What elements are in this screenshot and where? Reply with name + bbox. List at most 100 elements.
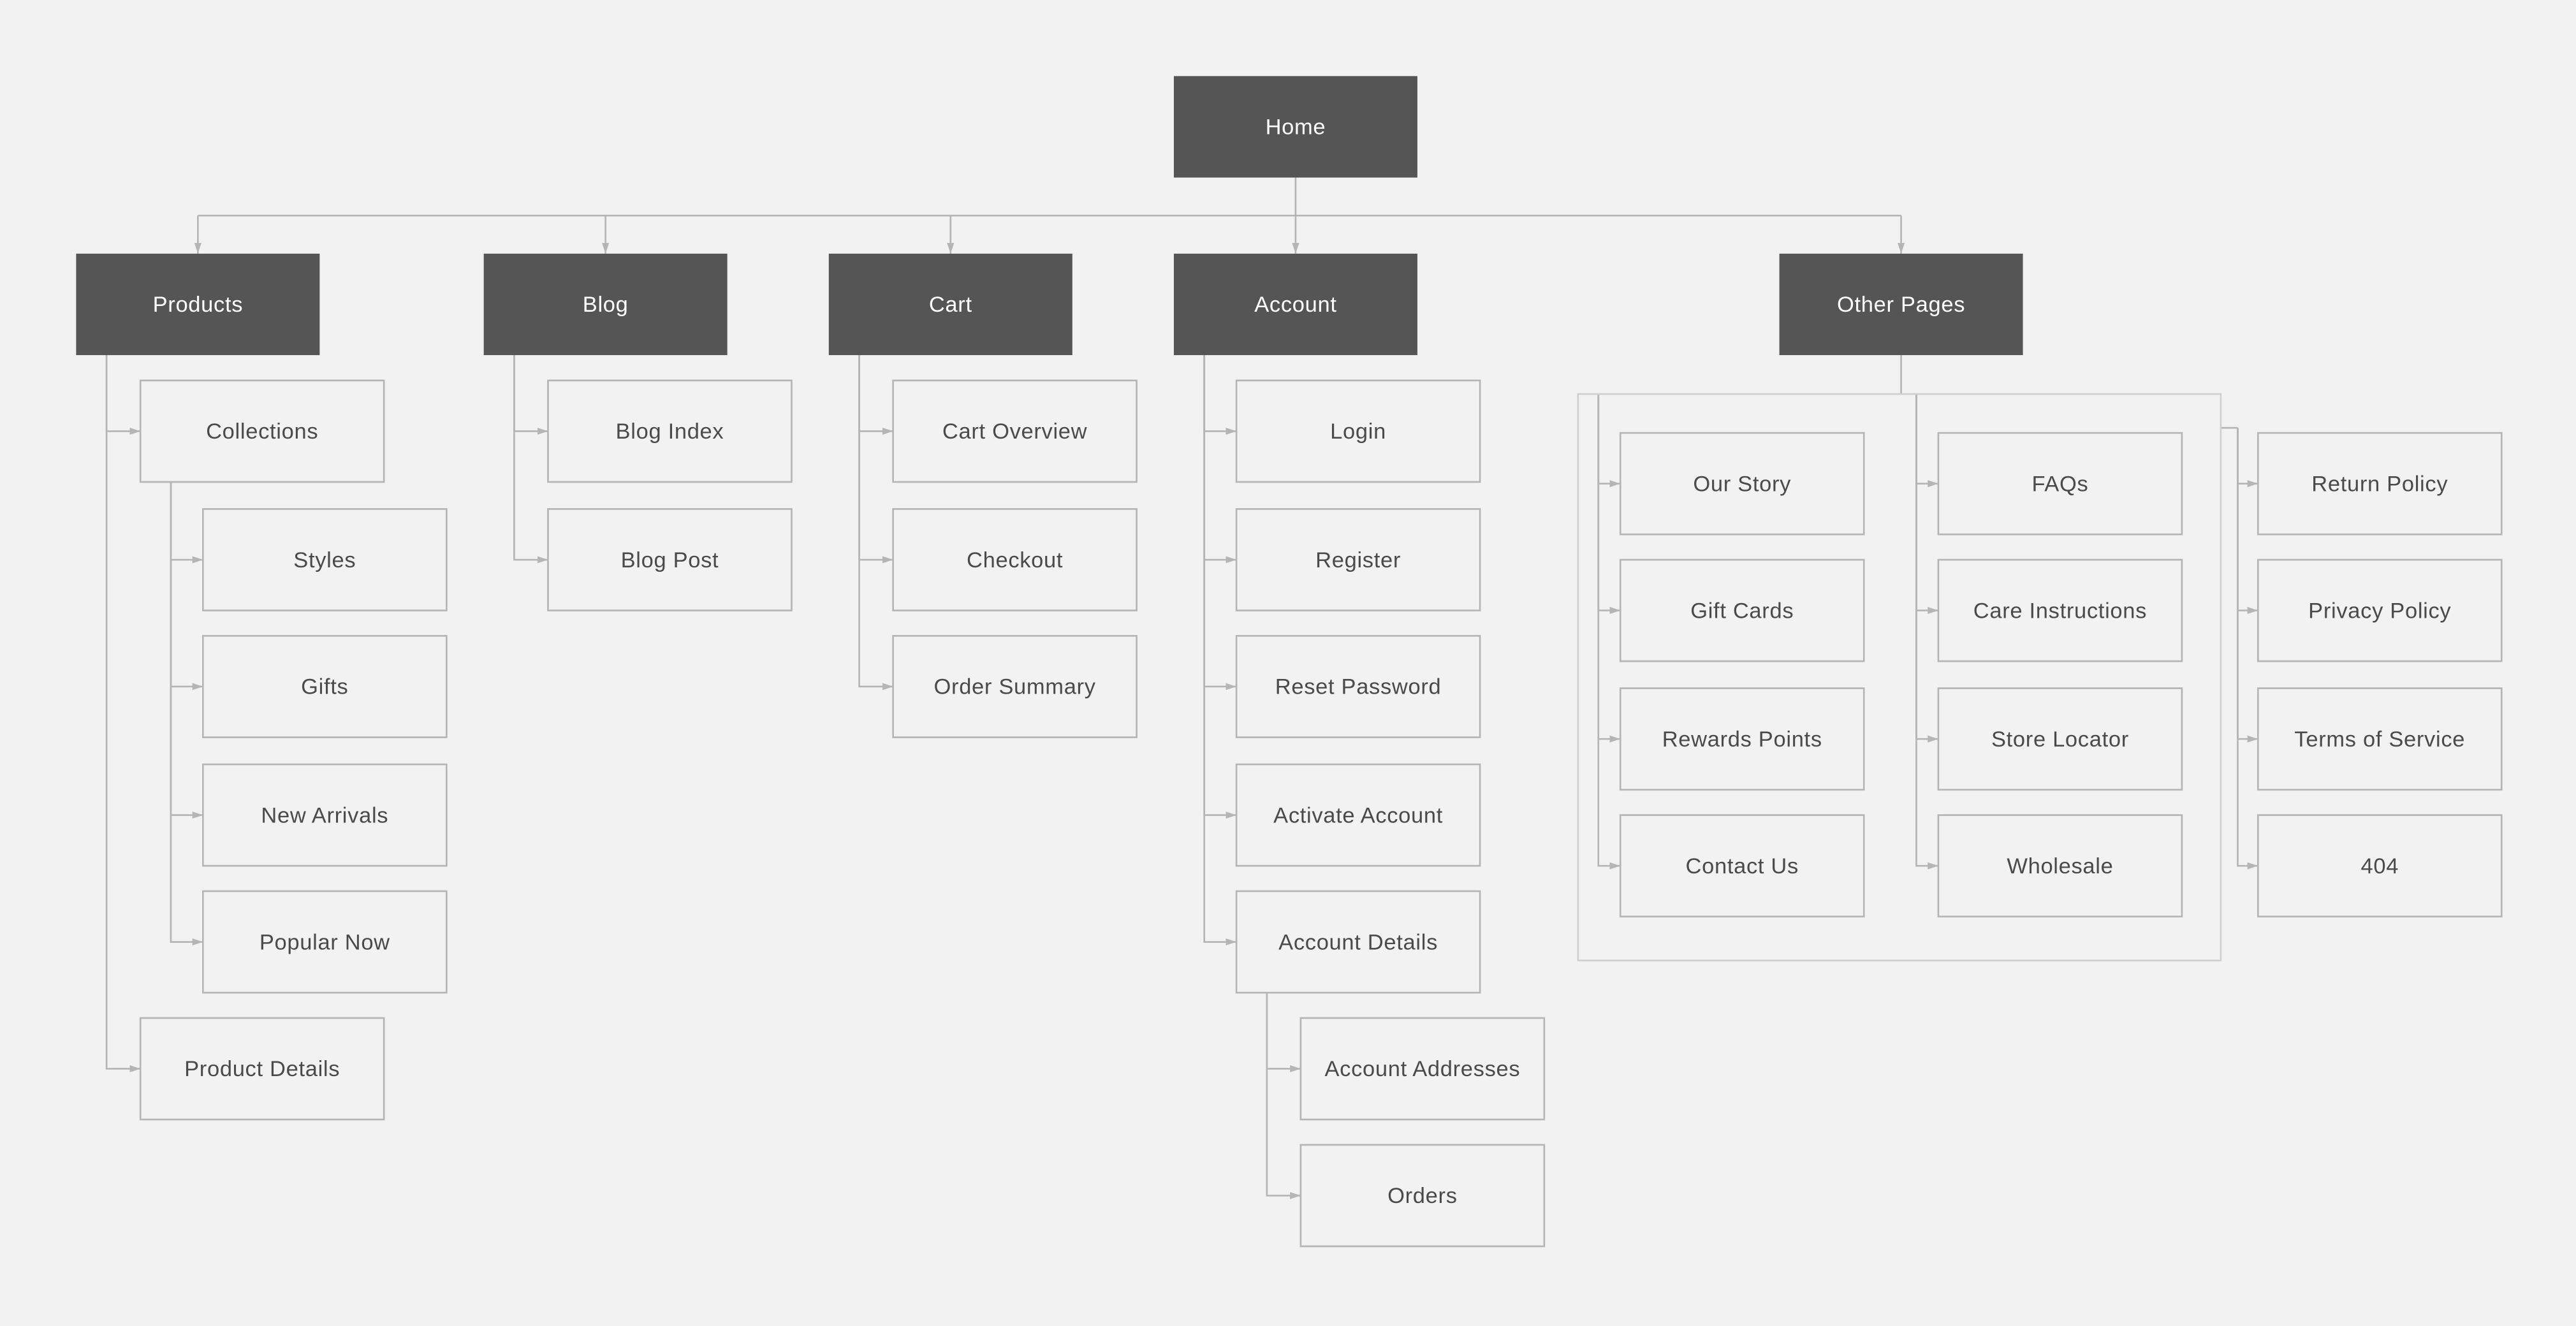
node-label: Home <box>1266 115 1326 140</box>
node-careinstr: Care Instructions <box>1938 560 2182 661</box>
node-label: Orders <box>1387 1184 1457 1208</box>
connector <box>860 355 893 560</box>
node-label: Privacy Policy <box>2308 599 2451 623</box>
node-label: Wholesale <box>2007 854 2113 878</box>
connector <box>1916 394 1938 866</box>
connector <box>860 355 893 687</box>
connector <box>171 482 203 687</box>
node-label: Popular Now <box>260 930 390 954</box>
node-collections: Collections <box>140 381 384 482</box>
node-label: Login <box>1330 419 1386 444</box>
node-account: Account <box>1174 254 1417 355</box>
node-label: Rewards Points <box>1662 727 1822 752</box>
node-gifts: Gifts <box>203 636 446 737</box>
node-label: Store Locator <box>1991 727 2129 752</box>
node-login: Login <box>1236 381 1480 482</box>
node-blogpost: Blog Post <box>548 509 791 610</box>
node-label: Blog Index <box>616 419 724 444</box>
node-cartoverview: Cart Overview <box>893 381 1137 482</box>
node-label: Cart <box>929 293 972 317</box>
connector <box>2237 428 2258 610</box>
node-cart: Cart <box>829 254 1072 355</box>
node-styles: Styles <box>203 509 446 610</box>
connector <box>1599 394 1620 866</box>
node-label: Return Policy <box>2311 472 2448 496</box>
node-ordersummary: Order Summary <box>893 636 1137 737</box>
node-activate: Activate Account <box>1236 764 1480 866</box>
connector <box>1267 993 1301 1195</box>
connector <box>1204 355 1236 560</box>
node-label: Contact Us <box>1686 854 1799 878</box>
node-returnpolicy: Return Policy <box>2258 433 2501 534</box>
node-other: Other Pages <box>1780 254 2023 355</box>
node-register: Register <box>1236 509 1480 610</box>
node-blog: Blog <box>484 254 728 355</box>
node-label: Account <box>1254 293 1336 317</box>
connector <box>1599 394 1620 739</box>
node-blogindex: Blog Index <box>548 381 791 482</box>
node-label: Gift Cards <box>1690 599 1794 623</box>
node-storeloc: Store Locator <box>1938 688 2182 790</box>
connector <box>1204 355 1236 431</box>
node-label: Terms of Service <box>2294 727 2465 752</box>
node-label: Collections <box>206 419 318 444</box>
connector <box>514 355 548 431</box>
node-acctdetails: Account Details <box>1236 891 1480 993</box>
connector <box>171 482 203 942</box>
node-popularnow: Popular Now <box>203 891 446 993</box>
node-label: Checkout <box>967 548 1063 572</box>
connector <box>1204 355 1236 815</box>
node-404: 404 <box>2258 815 2501 917</box>
group-box-layer <box>1578 394 2221 961</box>
node-label: 404 <box>2360 854 2399 878</box>
node-label: Account Details <box>1278 930 1438 954</box>
node-rewards: Rewards Points <box>1620 688 1864 790</box>
connector <box>1204 355 1236 687</box>
connector <box>1916 394 1938 484</box>
node-label: Product Details <box>184 1057 340 1081</box>
node-acctaddr: Account Addresses <box>1301 1018 1544 1119</box>
node-faqs: FAQs <box>1938 433 2182 534</box>
node-label: Care Instructions <box>1973 599 2147 623</box>
node-contactus: Contact Us <box>1620 815 1864 917</box>
connector <box>2237 428 2258 866</box>
node-label: Account Addresses <box>1324 1057 1520 1081</box>
connector <box>514 355 548 560</box>
node-checkout: Checkout <box>893 509 1137 610</box>
connector <box>2237 428 2258 739</box>
node-label: Activate Account <box>1273 803 1443 827</box>
node-label: Products <box>153 293 244 317</box>
node-label: Gifts <box>301 675 348 699</box>
node-label: Our Story <box>1693 472 1791 496</box>
node-label: Order Summary <box>934 675 1096 699</box>
connector <box>106 355 140 1068</box>
connector <box>171 482 203 815</box>
node-label: FAQs <box>2031 472 2088 496</box>
node-home: Home <box>1174 76 1417 177</box>
node-label: Styles <box>293 548 356 572</box>
node-label: Cart Overview <box>942 419 1087 444</box>
node-label: Other Pages <box>1837 293 1965 317</box>
connector <box>171 482 203 560</box>
node-orders: Orders <box>1301 1145 1544 1246</box>
node-giftcards: Gift Cards <box>1620 560 1864 661</box>
other-pages-group-box <box>1578 394 2221 961</box>
node-ourstory: Our Story <box>1620 433 1864 534</box>
nodes-layer: Home Products Blog Cart Account Other Pages Co… <box>76 76 2501 1246</box>
node-label: Blog <box>583 293 629 317</box>
node-privacy: Privacy Policy <box>2258 560 2501 661</box>
node-label: Reset Password <box>1275 675 1442 699</box>
node-products: Products <box>76 254 319 355</box>
node-tos: Terms of Service <box>2258 688 2501 790</box>
node-wholesale: Wholesale <box>1938 815 2182 917</box>
node-label: New Arrivals <box>261 803 388 827</box>
connector <box>2237 428 2258 484</box>
connector <box>1916 394 1938 611</box>
connector <box>1599 394 1620 484</box>
connector <box>1267 993 1301 1068</box>
node-label: Blog Post <box>621 548 719 572</box>
connector <box>106 355 140 431</box>
node-label: Register <box>1315 548 1401 572</box>
connector <box>1599 394 1620 611</box>
connector <box>1916 394 1938 739</box>
